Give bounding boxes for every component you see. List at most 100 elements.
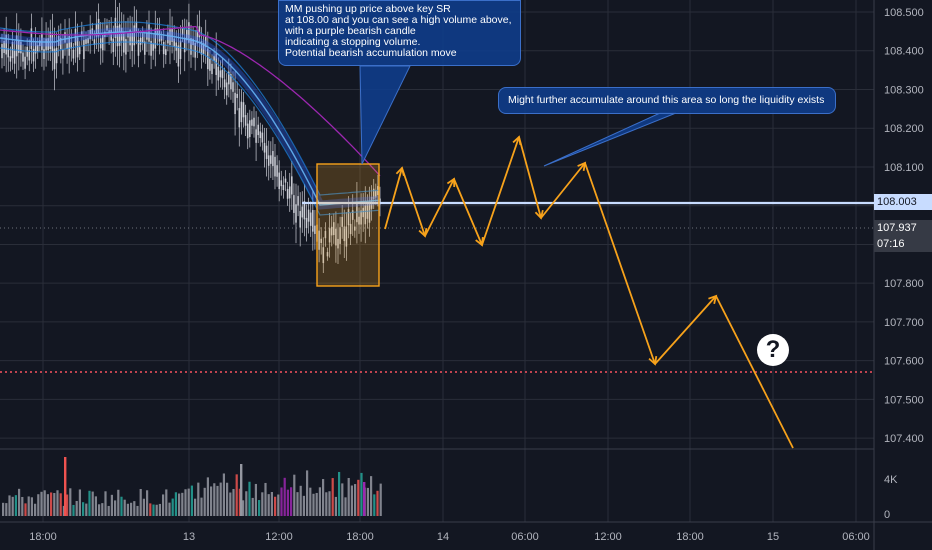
- candle-body: [347, 209, 350, 226]
- volume-bar: [370, 476, 373, 516]
- projection-path: [384, 136, 717, 365]
- volume-bar: [174, 492, 177, 516]
- candle-body: [83, 39, 85, 59]
- volume-bar: [280, 487, 283, 516]
- volume-bar: [120, 496, 123, 516]
- volume-bar: [50, 492, 53, 516]
- volume-bar: [72, 504, 75, 516]
- candle-body: [282, 184, 285, 191]
- candle-body: [45, 38, 47, 51]
- candle-body: [236, 93, 238, 98]
- volume-bar: [64, 457, 67, 516]
- candle-body: [179, 40, 182, 60]
- volume-bar: [309, 487, 312, 516]
- candle-body: [3, 41, 5, 53]
- note1-line: indicating a stopping volume.: [285, 36, 421, 48]
- candle-body: [215, 53, 217, 75]
- volume-bar: [18, 488, 21, 516]
- question-mark-icon[interactable]: ?: [757, 334, 789, 366]
- annotation-mm-stopping-volume[interactable]: MM pushing up price above key SR at 108.…: [278, 0, 521, 66]
- volume-bar: [94, 496, 97, 516]
- volume-bar: [136, 505, 139, 516]
- candle-body: [152, 43, 154, 51]
- candle-body: [261, 132, 264, 143]
- candle-body: [116, 25, 119, 47]
- projection-arrowhead: [418, 227, 428, 238]
- volume-bar: [142, 498, 145, 516]
- volume-bar: [373, 494, 376, 516]
- candle-body: [312, 210, 314, 232]
- volume-bar: [152, 504, 155, 516]
- candle-body: [102, 34, 104, 51]
- volume-bar: [334, 496, 337, 516]
- candle-body: [167, 32, 169, 44]
- candle-body: [211, 63, 213, 75]
- volume-bar: [242, 500, 245, 516]
- candle-body: [284, 178, 287, 183]
- candle-body: [5, 34, 7, 55]
- volume-bar: [299, 485, 302, 516]
- candle-body: [270, 155, 272, 164]
- candle-body: [141, 33, 144, 44]
- volume-bar: [24, 503, 27, 516]
- price-tick-label: 107.600: [884, 356, 924, 368]
- volume-bar: [133, 501, 136, 516]
- volume-bar: [171, 498, 174, 516]
- candle-body: [15, 35, 18, 57]
- volume-bar: [194, 498, 197, 516]
- candle-body: [156, 28, 159, 36]
- candle-body: [202, 43, 205, 55]
- candle-body: [228, 71, 230, 85]
- candle-body: [305, 217, 308, 229]
- volume-bar: [206, 477, 209, 516]
- candle-body: [76, 37, 79, 58]
- candle-body: [60, 37, 62, 49]
- time-axis[interactable]: 18:00 13 12:00 18:00 14 06:00 12:00 18:00 15 06:0…: [29, 531, 870, 543]
- candle-body: [234, 92, 236, 115]
- volume-bar: [254, 483, 257, 516]
- volume-bar: [302, 495, 305, 516]
- note1-line: with a purple bearish candle: [285, 25, 416, 37]
- volume-bar: [149, 503, 152, 516]
- volume-bar: [158, 503, 161, 516]
- volume-axis: 4K 0: [884, 474, 898, 521]
- candle-body: [91, 28, 94, 36]
- candle-body: [272, 151, 274, 167]
- candle-body: [188, 22, 190, 43]
- annotation-accumulate[interactable]: Might further accumulate around this are…: [498, 87, 836, 114]
- volume-bar: [341, 483, 344, 516]
- time-tick-label: 12:00: [265, 531, 293, 543]
- candle-body: [87, 38, 89, 44]
- countdown-label: 07:16: [874, 236, 932, 252]
- volume-bar: [69, 488, 72, 516]
- candle-body: [181, 27, 184, 35]
- volume-bar: [43, 490, 46, 516]
- volume-bar: [290, 487, 293, 516]
- time-tick-label: 18:00: [676, 531, 704, 543]
- candle-body: [280, 180, 283, 187]
- volume-bar: [366, 487, 369, 516]
- volume-bar: [344, 497, 347, 516]
- candle-body: [146, 32, 148, 40]
- candle-body: [106, 25, 108, 31]
- volume-bar: [248, 481, 251, 516]
- volume-bar: [296, 492, 299, 516]
- volume-bar: [350, 485, 353, 516]
- candle-body: [64, 32, 66, 43]
- drawing-overlays: [0, 65, 874, 449]
- candle-body: [259, 131, 262, 138]
- candle-body: [255, 129, 257, 143]
- time-tick-label: 18:00: [29, 531, 57, 543]
- candle-body: [341, 216, 343, 227]
- volume-bar: [40, 491, 43, 516]
- price-tick-label: 107.400: [884, 433, 924, 445]
- volume-bar: [240, 464, 243, 516]
- candle-body: [230, 74, 232, 90]
- candle-body: [158, 30, 161, 42]
- volume-bar: [312, 493, 315, 516]
- candle-body: [223, 79, 226, 88]
- candle-body: [81, 31, 83, 36]
- candle-body: [32, 48, 35, 62]
